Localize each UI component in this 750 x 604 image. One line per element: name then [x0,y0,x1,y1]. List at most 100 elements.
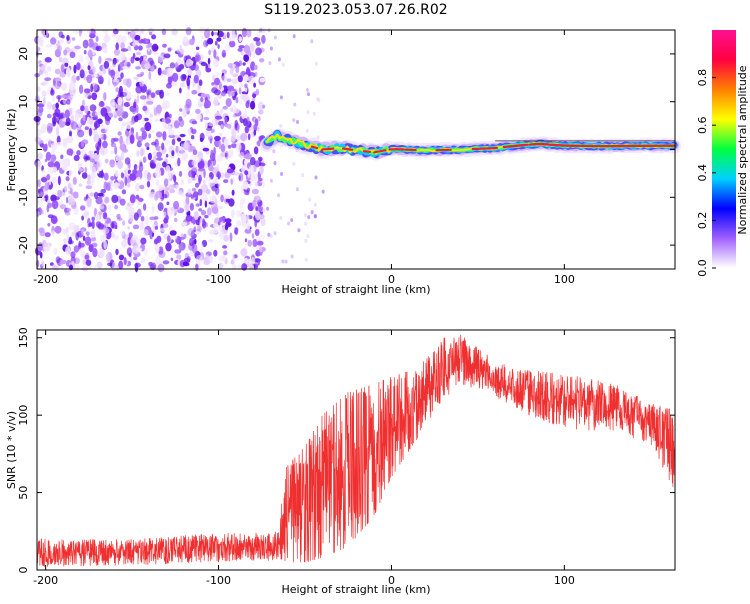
spectrogram-cell [238,48,243,52]
spectrogram-cell [245,126,249,133]
spectrogram-cell [52,230,55,236]
spectrogram-cell [181,222,187,226]
spectrogram-cell [130,194,136,203]
spectrogram-cell [238,45,244,48]
spectrogram-cell [149,192,155,197]
spectrogram-cell [135,248,142,252]
spectrogram-cell [98,71,103,75]
spectrogram-cell [235,97,238,104]
spectrogram-cell [129,173,136,181]
spectrogram-cell [61,95,66,98]
spectrogram-cell [121,172,124,178]
spectrogram-cell [66,35,70,41]
spectrogram-cell [278,57,281,61]
spectrogram-cell [314,214,317,218]
spectrogram-cell [244,74,249,81]
spectrogram-cell [212,158,216,166]
spectrogram-cell [180,134,186,137]
spectrogram-cell [259,160,262,165]
spectrogram-cell [144,216,149,225]
spectrogram-cell [75,265,80,269]
spectrogram-cell [301,173,304,177]
spectrogram-cell [297,228,300,232]
spectrogram-cell [80,105,85,111]
x-tick-label: 100 [554,273,575,286]
spectrogram-ridge-peak [519,145,527,146]
spectrogram-cell [171,236,173,240]
spectrogram-cell [204,100,211,109]
spectrogram-cell [169,210,175,214]
spectrogram-cell [72,37,76,41]
spectrogram-cell [129,102,133,105]
spectrogram-cell [138,198,144,202]
spectrogram-cell [200,199,203,206]
spectrogram-cell [149,32,152,36]
spectrogram-cell [133,53,136,59]
spectrogram-cell [224,195,231,199]
spectrogram-cell [252,200,257,208]
spectrogram-cell [77,130,84,138]
spectrogram-cell [187,256,191,262]
spectrogram-cell [259,166,263,175]
spectrogram-cell [152,44,159,52]
spectrogram-cell [46,174,50,180]
spectrogram-cell [41,177,47,182]
spectrogram-cell [84,50,87,54]
spectrogram-cell [53,248,57,255]
spectrogram-cell [314,203,317,207]
spectrogram-cell [227,169,234,174]
spectrogram-cell [60,155,63,160]
spectrogram-cell [66,136,73,143]
spectrogram-cell [88,65,91,70]
spectrogram-cell [161,143,164,151]
spectrogram-cell [62,118,66,122]
spectrogram-cell [193,149,198,155]
spectrogram-cell [252,94,256,99]
spectrogram-cell [162,161,167,167]
spectrogram-cell [146,101,153,105]
spectrogram-cell [231,210,235,219]
spectrogram-cell [74,245,79,253]
spectrogram-cell [83,210,89,219]
spectrogram-cell [67,148,74,155]
spectrogram-cell [202,220,206,228]
spectrogram-ridge-peak [379,150,385,151]
spectrogram-cell [249,43,255,52]
spectrogram-cell [79,85,83,94]
spectrogram-cell [188,170,194,178]
spectrogram-cell [189,39,195,46]
spectrogram-cell [140,257,145,263]
spectrogram-cell [52,121,56,126]
spectrogram-cell [108,111,114,118]
spectrogram-cell [215,116,222,120]
spectrogram-cell [241,52,245,55]
spectrogram-cell [252,233,255,238]
spectrogram-cell [114,182,118,189]
spectrogram-cell [175,146,178,153]
spectrogram-cell [100,202,104,210]
spectrogram-cell [220,195,224,203]
spectrogram-cell [119,136,123,145]
spectrogram-cell [171,258,174,261]
spectrogram-cell [213,250,217,257]
spectrogram-cell [118,131,122,135]
spectrogram-cell [207,207,212,215]
spectrogram-cell [311,210,314,214]
spectrogram-cell [142,118,144,124]
spectrogram-cell [91,230,96,238]
spectrogram-cell [169,114,172,119]
spectrogram-cell [211,203,218,211]
spectrogram-cell [172,139,176,146]
spectrogram-cell [86,75,92,84]
spectrogram-cell [258,178,262,182]
spectrogram-cell [191,195,194,199]
y-tick-label: 0 [17,567,30,574]
spectrogram-cell [307,110,310,114]
spectrogram-cell [134,263,141,268]
spectrogram-cell [122,189,126,194]
spectrogram-cell [125,157,131,164]
spectrogram-cell [94,121,101,128]
spectrogram-cell [90,104,97,111]
spectrogram-cell [236,220,241,226]
